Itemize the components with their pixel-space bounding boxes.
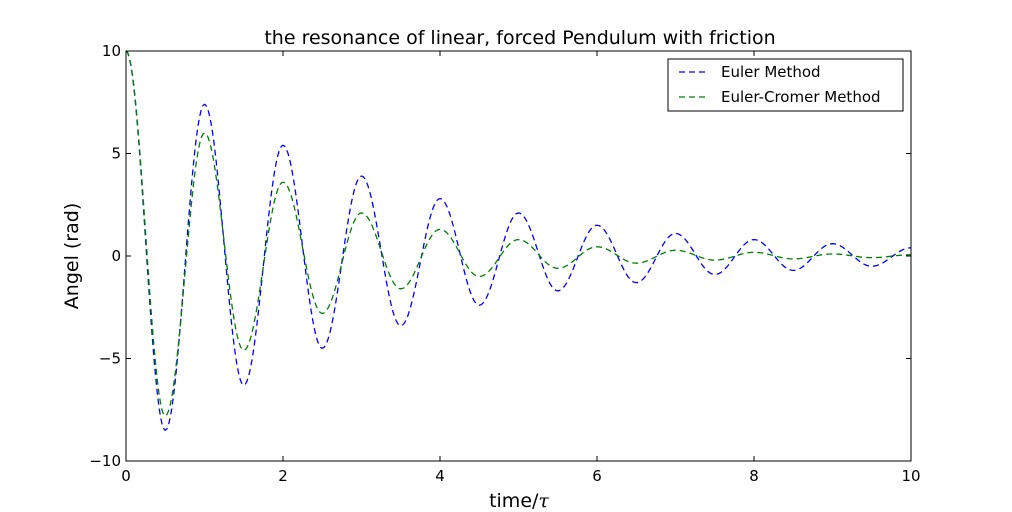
x-axis-title-text: time/ [489,490,539,512]
y-axis-title: Angel (rad) [61,203,83,309]
chart-title: the resonance of linear, forced Pendulum… [264,27,775,49]
y-axis: −10 −5 0 5 10 [89,42,911,470]
legend-label-euler: Euler Method [721,63,821,81]
x-axis: 0 2 4 6 8 10 [121,51,921,485]
y-tick-label: 0 [111,247,121,265]
x-tick-label: 6 [592,467,602,485]
plot-frame [125,50,912,462]
series-euler-cromer-line [125,50,912,417]
x-tick-label: 0 [121,467,131,485]
series-layer [125,50,912,432]
series-euler-line [125,50,912,432]
y-tick-label: 5 [111,145,121,163]
x-axis-title: time/τ [489,490,549,512]
x-tick-label: 4 [435,467,445,485]
y-tick-label: −5 [99,350,121,368]
legend-box [667,58,904,112]
legend-label-euler-cromer: Euler-Cromer Method [721,88,881,106]
legend: Euler Method Euler-Cromer Method [667,58,904,112]
y-tick-label: 10 [102,42,121,60]
x-tick-label: 2 [278,467,288,485]
x-axis-title-symbol: τ [538,490,549,512]
x-tick-label: 10 [901,467,920,485]
y-tick-label: −10 [89,452,121,470]
x-tick-label: 8 [749,467,759,485]
